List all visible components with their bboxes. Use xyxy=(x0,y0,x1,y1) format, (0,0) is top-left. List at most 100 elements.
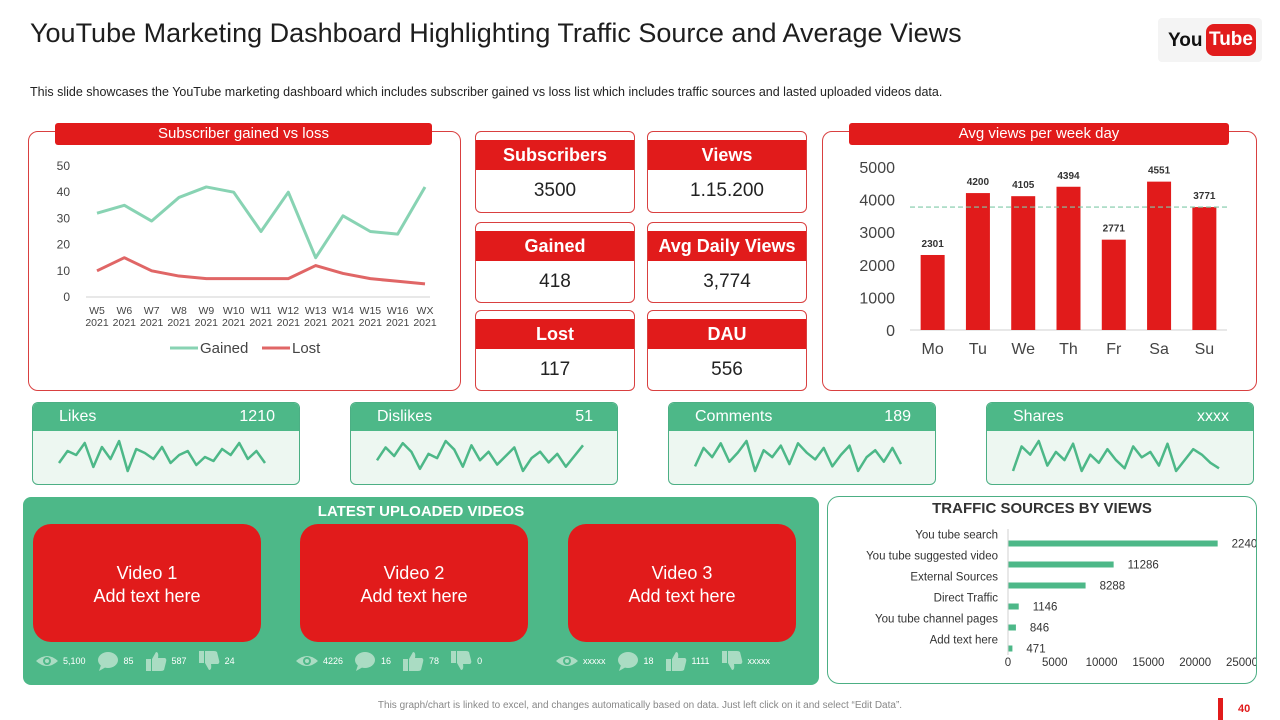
video-3-stats: xxxxx 18 1111 xxxxx xyxy=(555,649,780,673)
likes-label: Likes xyxy=(59,408,97,425)
video-card-3[interactable]: Video 3 Add text here xyxy=(568,524,796,642)
bar xyxy=(1008,561,1114,568)
kpi-dau: DAU 556 xyxy=(647,310,807,391)
comment-icon xyxy=(355,652,376,671)
kpi-label: Gained xyxy=(476,231,634,261)
comments-count: 18 xyxy=(643,656,654,666)
x-tick-label: W9 xyxy=(198,305,214,317)
x-tick-label: Tu xyxy=(969,341,987,358)
data-label: 4105 xyxy=(1012,180,1035,191)
bar xyxy=(1147,181,1172,330)
comments-card: Comments 189 xyxy=(668,402,936,485)
x-tick-label: WX xyxy=(417,305,434,317)
traffic-sources-title: TRAFFIC SOURCES BY VIEWS xyxy=(932,500,1152,517)
bar xyxy=(1101,239,1126,330)
kpi-value: 1.15.200 xyxy=(690,180,764,201)
bar xyxy=(1192,207,1217,330)
video-text: Add text here xyxy=(628,586,736,606)
x-tick-label: W5 xyxy=(89,305,105,317)
bar xyxy=(1056,186,1081,330)
video-2-stats: 4226 16 78 0 xyxy=(295,649,492,673)
y-tick-label: 1000 xyxy=(859,290,895,307)
kpi-views: Views 1.15.200 xyxy=(647,131,807,213)
likes-count: 78 xyxy=(429,656,440,666)
x-tick-label: 5000 xyxy=(1042,657,1068,669)
bar xyxy=(965,193,990,330)
x-tick-label: We xyxy=(1011,341,1035,358)
x-tick-label: 2021 xyxy=(359,317,383,329)
subscriber-panel-title: Subscriber gained vs loss xyxy=(55,123,432,145)
avg-views-panel-title: Avg views per week day xyxy=(849,123,1229,145)
bar xyxy=(1011,196,1036,330)
data-label: 3771 xyxy=(1193,191,1216,202)
y-tick-label: 0 xyxy=(886,323,895,340)
data-label: 2301 xyxy=(922,239,945,250)
x-tick-label: Sa xyxy=(1149,341,1169,358)
video-text: Add text here xyxy=(93,586,201,606)
x-tick-label: W10 xyxy=(223,305,245,317)
page-title: YouTube Marketing Dashboard Highlighting… xyxy=(30,18,962,48)
sparkline-path xyxy=(57,439,267,473)
x-tick-label: W12 xyxy=(278,305,300,317)
x-tick-label: 2021 xyxy=(195,317,219,329)
x-tick-label: 2021 xyxy=(386,317,410,329)
dislikes-count: xxxxx xyxy=(747,656,771,666)
x-tick-label: 2021 xyxy=(304,317,328,329)
kpi-subscribers: Subscribers 3500 xyxy=(475,131,635,213)
data-label: 22400 xyxy=(1232,539,1256,551)
views-count: 5,100 xyxy=(63,656,86,666)
x-tick-label: W15 xyxy=(360,305,382,317)
subscriber-line-chart: 01020304050W52021W62021W72021W82021W9202… xyxy=(57,159,437,357)
x-tick-label: 2021 xyxy=(113,317,137,329)
sparkline-path xyxy=(1011,439,1220,473)
kpi-gained: Gained 418 xyxy=(475,222,635,303)
logo-tube-badge: Tube xyxy=(1206,24,1256,56)
data-label: 4551 xyxy=(1148,166,1171,177)
thumbs-up-icon xyxy=(145,652,166,671)
video-name: Video 3 xyxy=(651,563,713,583)
video-text: Add text here xyxy=(360,586,468,606)
eye-icon xyxy=(36,656,58,666)
bar xyxy=(1008,540,1218,547)
page-marker xyxy=(1218,698,1223,720)
x-tick-label: Fr xyxy=(1106,341,1122,358)
eye-icon xyxy=(556,656,578,666)
eye-icon xyxy=(296,656,318,666)
x-tick-label: 2021 xyxy=(167,317,191,329)
kpi-value: 3500 xyxy=(533,180,577,201)
video-card-2[interactable]: Video 2 Add text here xyxy=(300,524,528,642)
x-tick-label: W8 xyxy=(171,305,187,317)
dislikes-card: Dislikes 51 xyxy=(350,402,618,485)
likes-count: 587 xyxy=(171,656,187,666)
shares-sparkline xyxy=(1011,439,1220,473)
footer-note: This graph/chart is linked to excel, and… xyxy=(377,700,903,711)
shares-value: xxxx xyxy=(1197,408,1229,425)
x-tick-label: W6 xyxy=(116,305,132,317)
avg-views-panel xyxy=(822,131,1257,391)
likes-card: Likes 1210 xyxy=(32,402,300,485)
page-number: 40 xyxy=(1238,703,1251,715)
y-tick-label: 20 xyxy=(57,238,71,252)
kpi-label: DAU xyxy=(648,319,806,349)
traffic-sources-panel: TRAFFIC SOURCES BY VIEWS You tube search… xyxy=(827,496,1257,684)
x-tick-label: 2021 xyxy=(331,317,355,329)
category-label: You tube suggested video xyxy=(866,551,998,563)
video-card-1[interactable]: Video 1 Add text here xyxy=(33,524,261,642)
thumbs-up-icon xyxy=(403,652,424,671)
thumbs-up-icon xyxy=(665,652,686,671)
latest-videos-panel: LATEST UPLOADED VIDEOS Video 1 Add text … xyxy=(23,497,819,685)
x-tick-label: W7 xyxy=(144,305,160,317)
data-label: 846 xyxy=(1030,623,1049,635)
y-tick-label: 5000 xyxy=(859,160,895,177)
y-tick-label: 30 xyxy=(57,211,71,225)
x-tick-label: 2021 xyxy=(277,317,301,329)
category-label: You tube search xyxy=(915,530,998,542)
data-label: 471 xyxy=(1026,644,1045,656)
data-label: 11286 xyxy=(1128,560,1159,572)
likes-value: 1210 xyxy=(239,408,275,425)
traffic-sources-chart: You tube search 22400 You tube suggested v… xyxy=(866,529,1256,669)
x-tick-label: 15000 xyxy=(1132,657,1164,669)
bar xyxy=(1008,582,1086,589)
x-tick-label: 2021 xyxy=(85,317,109,329)
category-label: Direct Traffic xyxy=(934,593,999,605)
